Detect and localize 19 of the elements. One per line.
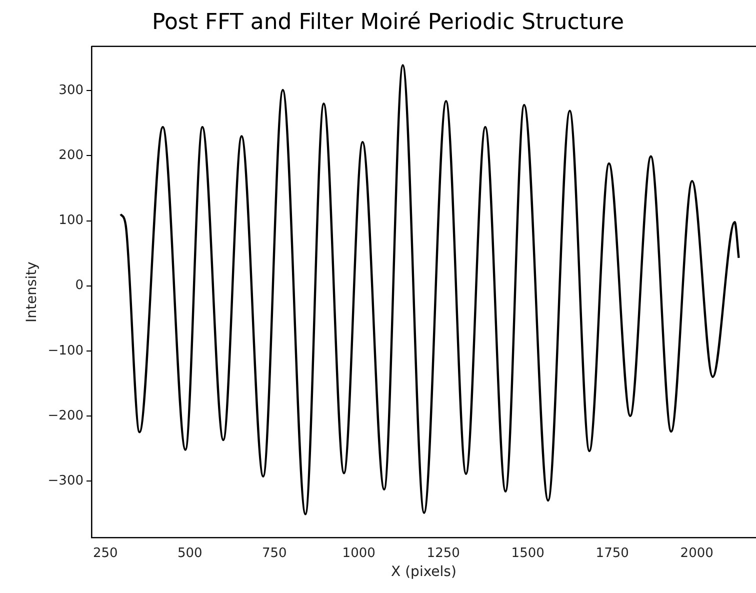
y-tick-label: −200: [48, 408, 84, 424]
x-tick-label: 1250: [426, 546, 460, 561]
chart-title: Post FFT and Filter Moiré Periodic Structure: [152, 10, 624, 35]
x-tick-label: 250: [92, 546, 118, 561]
y-tick-label: 0: [75, 278, 84, 294]
x-tick-label: 1500: [511, 546, 544, 561]
y-axis-title: Intensity: [24, 262, 40, 322]
x-tick-label: 500: [177, 546, 202, 561]
y-tick-label: 200: [58, 148, 84, 164]
x-tick-label: 2000: [680, 546, 714, 561]
x-tick-label: 1000: [342, 546, 376, 561]
y-tick-label: −100: [48, 343, 84, 358]
x-axis-title: X (pixels): [391, 564, 456, 580]
x-tick-label: 750: [262, 546, 287, 561]
y-tick-label: 300: [58, 83, 84, 98]
x-tick-label: 1750: [596, 546, 629, 561]
y-tick-label: 100: [58, 213, 84, 228]
y-tick-label: −300: [48, 473, 84, 488]
line-series: [119, 64, 740, 516]
